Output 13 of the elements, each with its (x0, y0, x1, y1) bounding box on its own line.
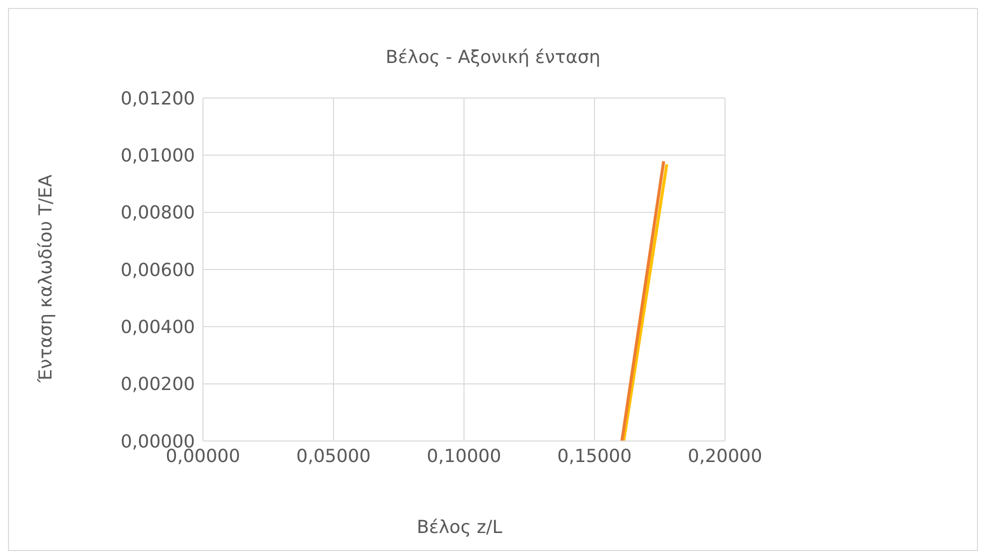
y-tick-label: 0,01000 (120, 146, 195, 167)
y-tick-label: 0,00200 (120, 374, 195, 396)
y-tick-label: 0,00400 (120, 317, 195, 338)
y-tick-label: 0,00600 (120, 260, 195, 281)
y-tick-label: 0,01200 (120, 88, 195, 110)
chart-title: Βέλος - Αξονική ένταση (384, 47, 602, 68)
y-axis-title: Ένταση καλωδίου T/EA (36, 174, 56, 382)
x-axis-title: Βέλος z/L (416, 517, 504, 538)
x-tick-label: 0,05000 (296, 446, 371, 467)
x-tick-label: 0,15000 (557, 446, 632, 467)
y-tick-label: 0,00800 (120, 202, 195, 224)
x-tick-label: 0,20000 (688, 446, 762, 467)
x-tick-label: 0,10000 (426, 446, 502, 467)
